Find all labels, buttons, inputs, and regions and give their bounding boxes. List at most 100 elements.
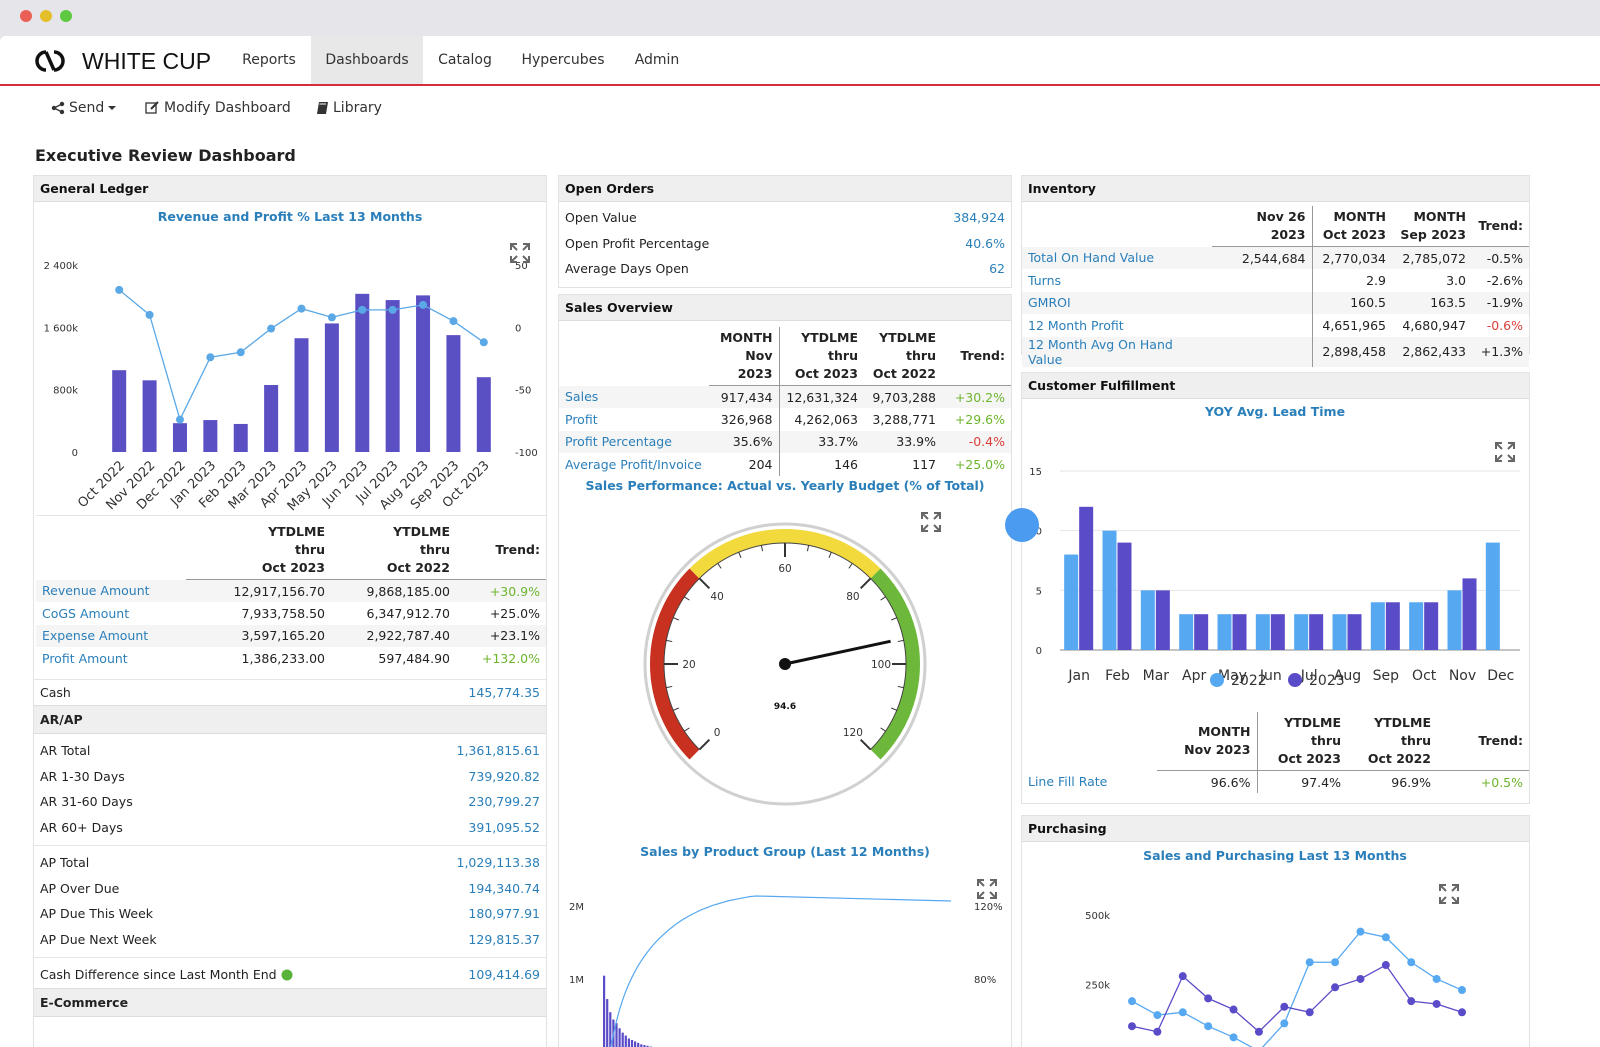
cell-value: 33.7%: [778, 430, 864, 453]
ar-row: AR 31-60 Days 230,799.27: [34, 789, 546, 815]
series-point: [1458, 986, 1466, 995]
minimize-window-button[interactable]: [40, 10, 52, 22]
x-tick-label: Sep: [1373, 668, 1400, 684]
legend-2023[interactable]: 2023: [1288, 673, 1345, 689]
expand-icon[interactable]: [1495, 442, 1515, 462]
gauge-title: Sales Performance: Actual vs. Yearly Bud…: [585, 478, 984, 493]
trend-value: -2.6%: [1486, 272, 1523, 288]
x-tick-label: Feb: [1105, 668, 1130, 684]
cell-value: 1,386,233.00: [241, 650, 326, 666]
tab-dashboards[interactable]: Dashboards: [311, 36, 423, 84]
expand-icon[interactable]: [510, 243, 530, 263]
row-label-link[interactable]: Line Fill Rate: [1028, 774, 1108, 790]
modify-dashboard-button[interactable]: Modify Dashboard: [145, 100, 291, 116]
series-point: [1356, 927, 1365, 936]
row-label-link[interactable]: 12 Month Avg On Hand Value: [1022, 336, 1212, 367]
lead-time-bar: [1309, 614, 1324, 650]
gl-col-ytd-2022-label: YTDLME thru Oct 2022: [386, 524, 450, 575]
trend-value: +1.3%: [1472, 336, 1529, 367]
expand-icon[interactable]: [977, 879, 997, 899]
tab-reports[interactable]: Reports: [242, 52, 296, 68]
lead-time-bar: [1140, 590, 1155, 650]
open-orders-value[interactable]: 62: [989, 261, 1005, 277]
gauge-value-label: 94.6: [774, 702, 796, 712]
window-titlebar: [0, 0, 1600, 36]
open-orders-row: Open Value 384,924: [559, 205, 1011, 231]
product-group-bar: [609, 1012, 612, 1047]
ap-value[interactable]: 129,815.37: [468, 931, 540, 947]
ap-value[interactable]: 194,340.74: [468, 880, 540, 896]
ar-value[interactable]: 1,361,815.61: [456, 743, 541, 759]
row-label-link[interactable]: Profit Amount: [42, 650, 128, 666]
gauge-tick: [684, 726, 690, 732]
tab-admin[interactable]: Admin: [634, 52, 680, 68]
profit-point: [145, 310, 154, 319]
gauge-tick: [760, 544, 764, 551]
row-label-link[interactable]: Sales: [559, 385, 709, 408]
ar-value[interactable]: 230,799.27: [468, 794, 540, 810]
open-orders-panel: Open Orders Open Value 384,924 Open Profit…: [558, 175, 1012, 288]
x-tick-label: Oct: [1412, 668, 1437, 684]
row-label-link[interactable]: GMROI: [1022, 291, 1212, 314]
ap-label: AP Total: [40, 855, 90, 871]
cell-value: 2,862,433: [1392, 336, 1472, 367]
caret-down-icon: [108, 106, 117, 110]
row-label-link[interactable]: Total On Hand Value: [1022, 246, 1212, 269]
ap-list: AP Total 1,029,113.38 AP Over Due 194,340.7…: [34, 850, 546, 952]
expand-icon[interactable]: [921, 511, 941, 532]
profit-point: [449, 317, 458, 326]
ar-label: AR 1-30 Days: [40, 768, 125, 784]
library-button[interactable]: Library: [316, 100, 382, 116]
gauge-tick: [880, 726, 886, 732]
status-dot-icon: [281, 969, 293, 981]
trend-value: +0.5%: [1480, 774, 1523, 790]
gauge-tick: [698, 577, 711, 589]
maximize-window-button[interactable]: [60, 10, 72, 22]
lead-time-bar: [1064, 554, 1079, 650]
lead-time-bar: [1155, 590, 1170, 650]
row-label-link[interactable]: Turns: [1028, 272, 1062, 288]
cell-value: 160.5: [1311, 291, 1392, 314]
ar-value[interactable]: 739,920.82: [468, 768, 540, 784]
send-button[interactable]: Send: [51, 100, 117, 116]
table-row: Total On Hand Value 2,544,684 2,770,034 2,7…: [1022, 246, 1529, 269]
close-window-button[interactable]: [20, 10, 32, 22]
row-label-link[interactable]: CoGS Amount: [42, 605, 130, 621]
cash-value[interactable]: 145,774.35: [468, 684, 540, 700]
y2-tick-label: -100: [515, 448, 538, 459]
brand-logo[interactable]: WHITE CUP: [26, 47, 211, 75]
open-orders-row: Open Profit Percentage 40.6%: [559, 231, 1011, 257]
x-tick-label: Apr: [1182, 668, 1206, 684]
legend-2022[interactable]: 2022: [1210, 673, 1267, 689]
sales-overview-header: Sales Overview: [559, 295, 1011, 321]
row-label-link[interactable]: Revenue Amount: [36, 579, 186, 602]
white-cup-logo-icon: [35, 50, 65, 72]
revenue-bar: [233, 423, 248, 452]
open-orders-value[interactable]: 384,924: [953, 210, 1005, 226]
row-label-link[interactable]: Profit: [565, 411, 598, 427]
series-point: [1432, 999, 1441, 1008]
row-label-link[interactable]: 12 Month Profit: [1028, 317, 1124, 333]
y2-tick-label: 120%: [974, 902, 1003, 913]
ar-value[interactable]: 391,095.52: [468, 819, 540, 835]
cash-difference-value[interactable]: 109,414.69: [468, 967, 540, 983]
series-point: [1254, 1027, 1263, 1036]
row-label-link[interactable]: Average Profit/Invoice: [565, 456, 702, 472]
open-orders-label: Open Profit Percentage: [565, 235, 710, 251]
profit-point: [206, 353, 215, 362]
ap-value[interactable]: 180,977.91: [468, 906, 540, 922]
row-label-link[interactable]: Profit Percentage: [559, 430, 709, 453]
tab-hypercubes[interactable]: Hypercubes: [521, 52, 605, 68]
gauge-tick: [698, 738, 711, 750]
table-row: Line Fill Rate 96.6% 97.4% 96.9% +0.5%: [1022, 770, 1529, 793]
purchasing-header: Purchasing: [1022, 816, 1529, 842]
profit-point: [297, 304, 306, 313]
gauge-tick: [848, 562, 853, 569]
expand-icon[interactable]: [1439, 884, 1459, 904]
row-label-link[interactable]: Expense Amount: [36, 624, 186, 647]
tab-catalog[interactable]: Catalog: [438, 52, 492, 68]
ar-label: AR 60+ Days: [40, 819, 123, 835]
ap-value[interactable]: 1,029,113.38: [456, 855, 541, 871]
trend-value: -0.6%: [1486, 317, 1523, 333]
open-orders-value[interactable]: 40.6%: [965, 235, 1005, 251]
